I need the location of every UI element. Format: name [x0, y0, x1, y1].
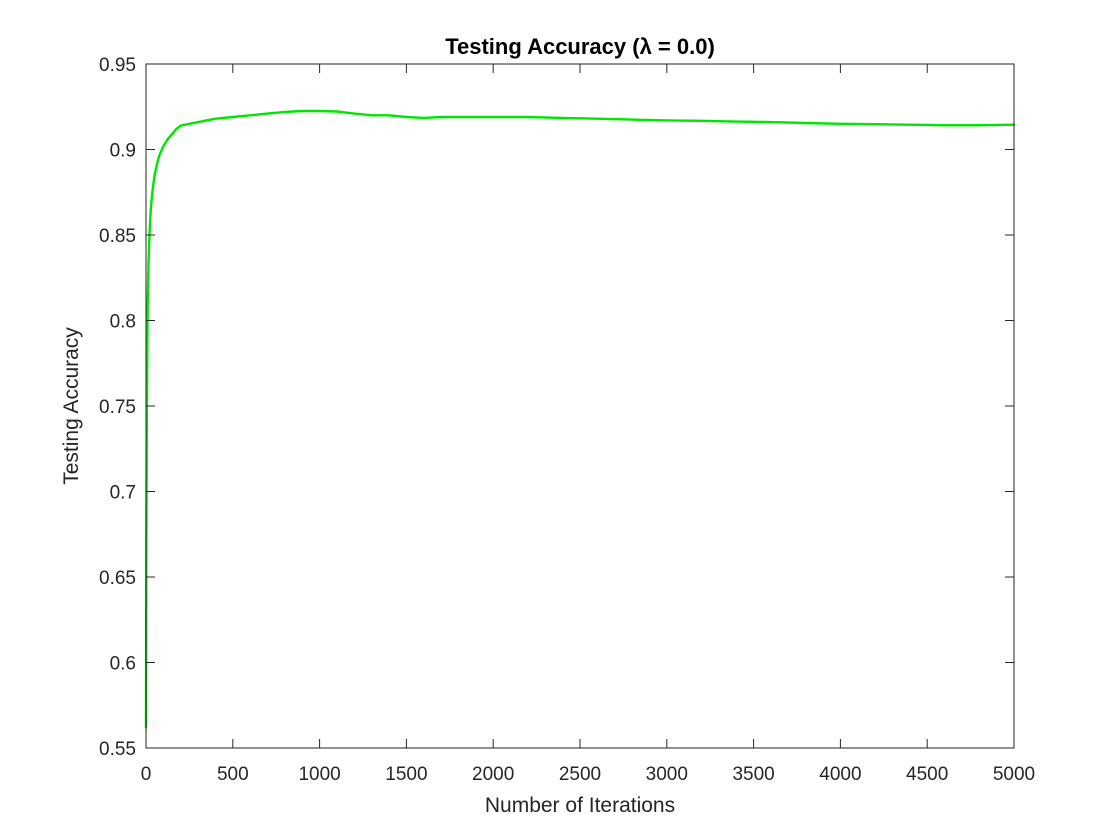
- y-axis-label: Testing Accuracy: [60, 327, 83, 485]
- tick-layer: 0 500 1000 1500 2000 2500 3000 3500 4000 4500 5000…: [99, 55, 1035, 785]
- x-tick-label: 4000: [819, 764, 861, 785]
- x-tick-label: 3500: [732, 764, 774, 785]
- y-tick-label: 0.7: [110, 483, 136, 504]
- x-tick-label: 2500: [559, 764, 601, 785]
- chart-title: Testing Accuracy (λ = 0.0): [445, 34, 715, 59]
- y-tick-label: 0.55: [99, 739, 136, 760]
- x-axis-label: Number of Iterations: [485, 794, 675, 817]
- series-line: [144, 109, 1016, 729]
- x-tick-label: 2000: [472, 764, 514, 785]
- x-tick-label: 3000: [646, 764, 688, 785]
- y-tick-label: 0.9: [110, 141, 136, 162]
- y-tick-label: 0.8: [110, 312, 136, 333]
- x-tick-label: 0: [141, 764, 152, 785]
- y-tick-label: 0.6: [110, 654, 136, 675]
- plot-area: [146, 64, 1014, 748]
- y-tick-label: 0.95: [99, 55, 136, 76]
- data-layer: [144, 109, 1016, 729]
- plot-frame: [145, 63, 1015, 749]
- x-tick-label: 500: [217, 764, 249, 785]
- x-tick-label: 5000: [993, 764, 1035, 785]
- x-tick-label: 4500: [906, 764, 948, 785]
- x-tick-label: 1500: [385, 764, 427, 785]
- y-tick-label: 0.75: [99, 397, 136, 418]
- x-tick-label: 1000: [298, 764, 340, 785]
- y-tick-label: 0.85: [99, 226, 136, 247]
- y-tick-label: 0.65: [99, 568, 136, 589]
